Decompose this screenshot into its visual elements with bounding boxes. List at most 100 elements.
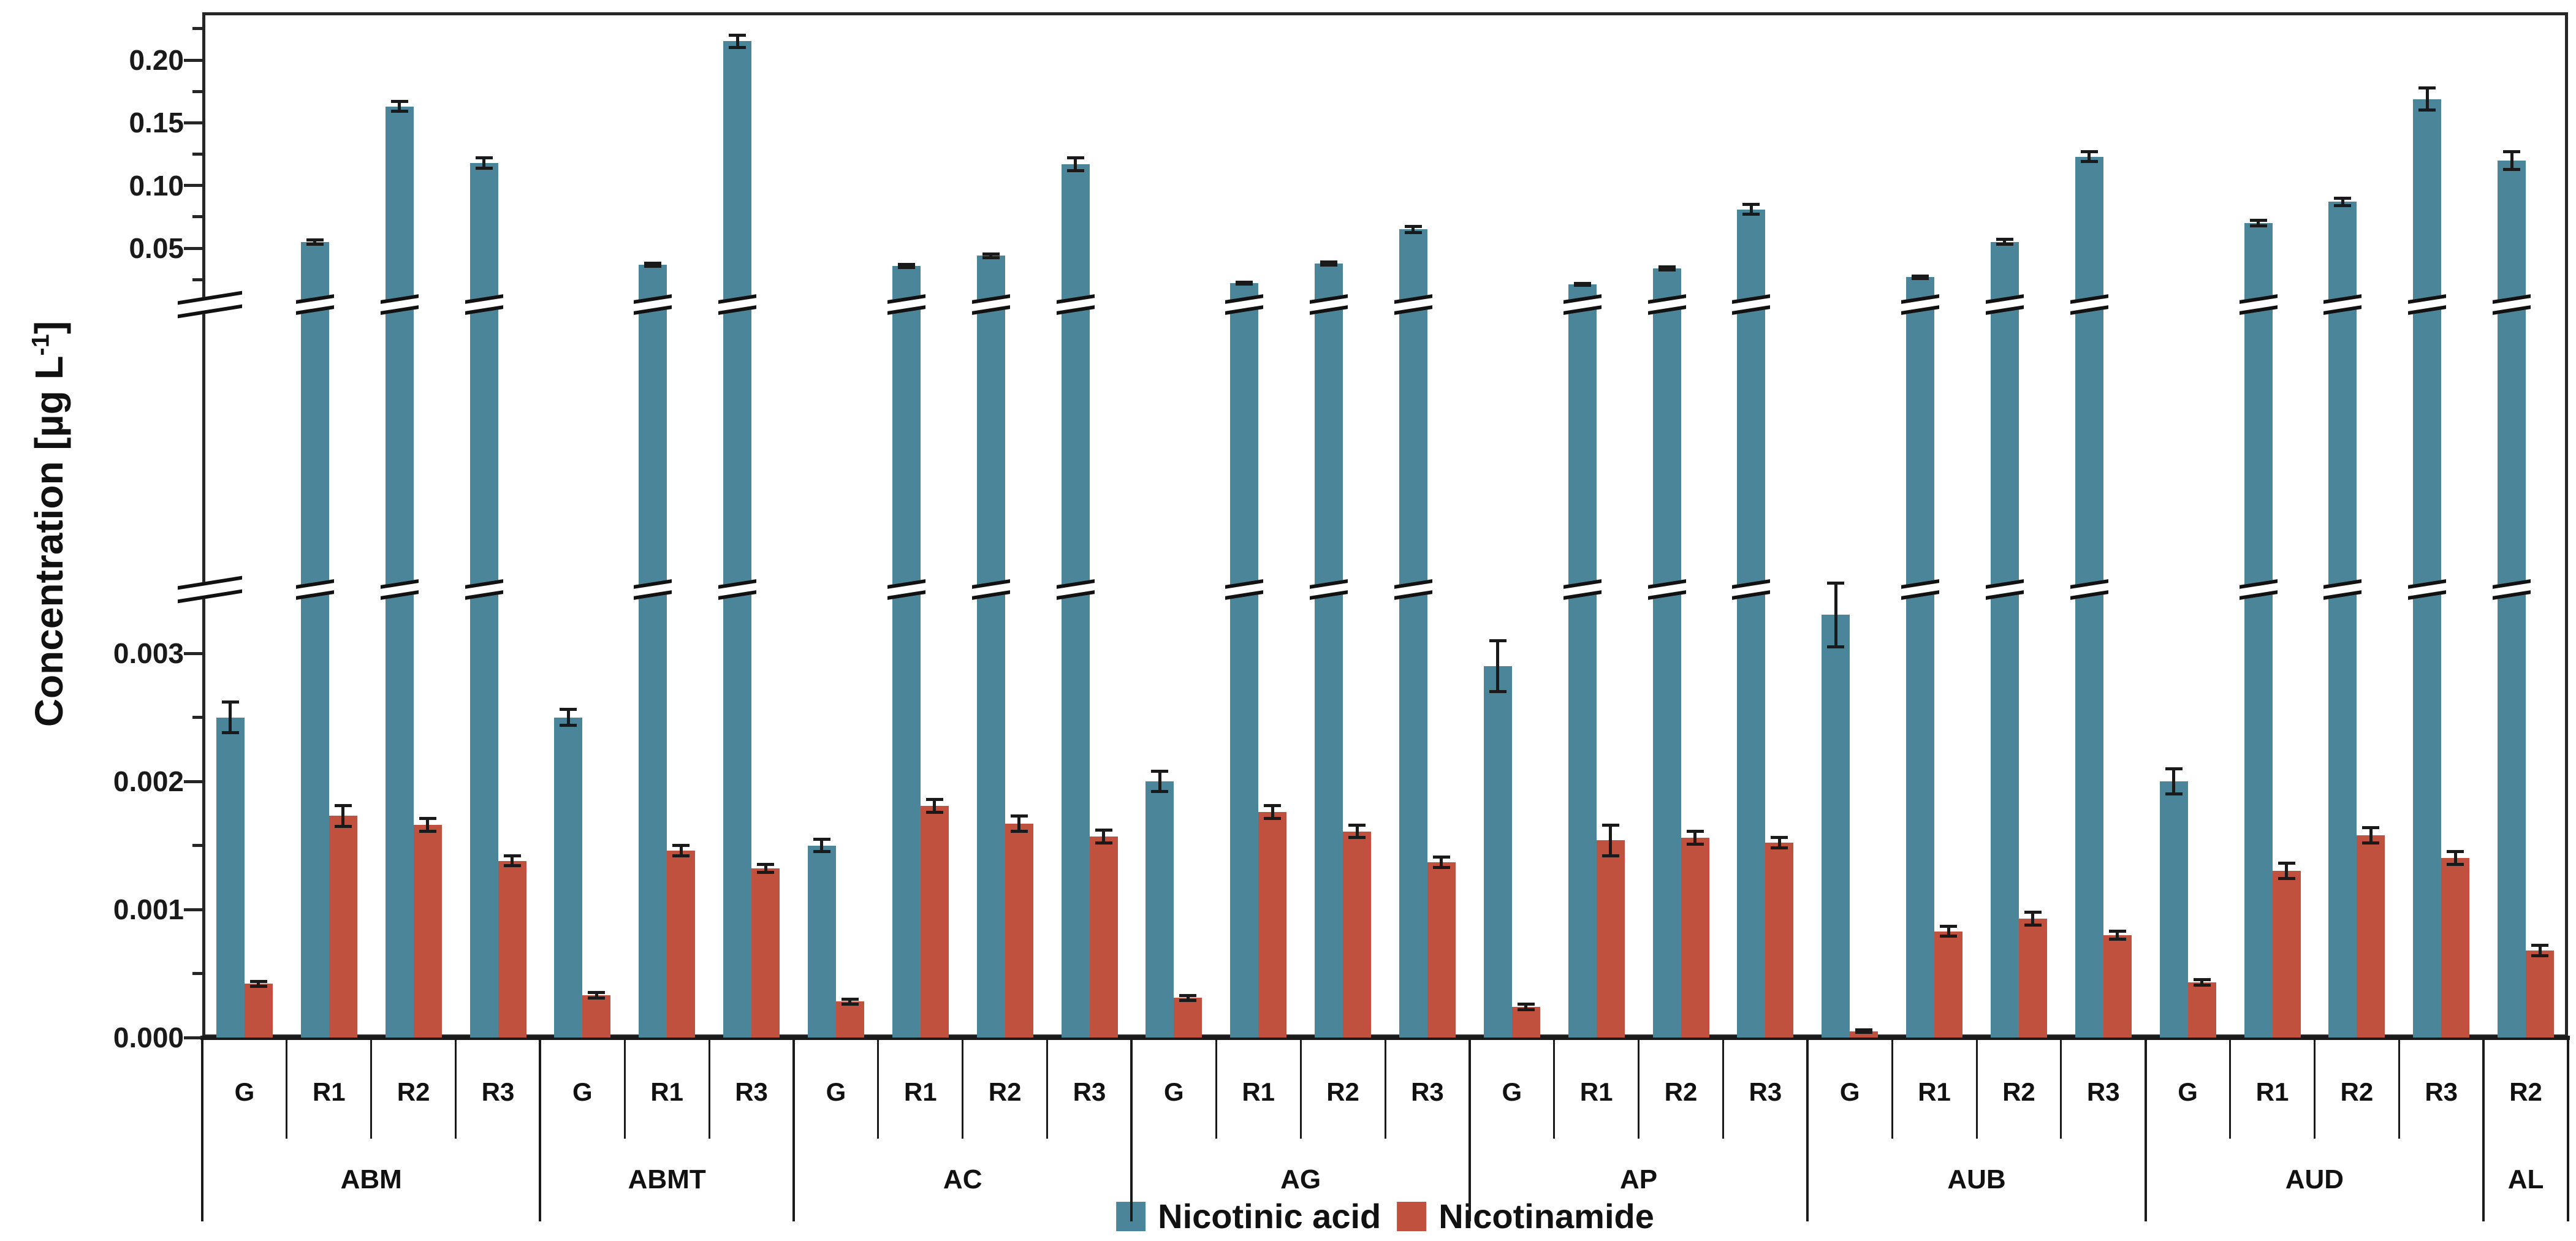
error-bar-nicotinic-acid-cap bbox=[897, 262, 915, 266]
error-bar-nicotinamide-cap bbox=[2108, 930, 2126, 933]
group-label: AC bbox=[943, 1164, 982, 1194]
category-separator bbox=[455, 1038, 457, 1139]
error-bar-nicotinamide bbox=[1271, 805, 1274, 819]
y-axis-tick-label: 0.000 bbox=[113, 1022, 184, 1053]
error-bar-nicotinamide-cap bbox=[841, 997, 859, 1001]
bar-nicotinic-acid bbox=[1906, 277, 1935, 1038]
error-bar-nicotinic-acid bbox=[398, 101, 401, 112]
error-bar-nicotinamide-cap bbox=[1771, 836, 1788, 840]
bar-nicotinic-acid bbox=[2244, 223, 2273, 1038]
y-axis-major-tick bbox=[184, 651, 202, 655]
error-bar-nicotinic-acid-cap bbox=[2503, 167, 2521, 171]
error-bar-nicotinamide bbox=[595, 992, 598, 998]
group-label: AL bbox=[2507, 1164, 2544, 1194]
legend-swatch-nicotinamide-icon bbox=[1397, 1201, 1427, 1231]
error-bar-nicotinic-acid-cap bbox=[729, 46, 747, 50]
group-separator bbox=[1468, 1038, 1471, 1221]
category-label: R3 bbox=[2086, 1077, 2120, 1106]
error-bar-nicotinic-acid bbox=[1834, 583, 1837, 647]
bar-nicotinic-acid bbox=[1146, 781, 1174, 1038]
bar-nicotinamide bbox=[582, 995, 611, 1038]
error-bar-nicotinamide-cap bbox=[1095, 828, 1112, 832]
category-label: G bbox=[572, 1077, 593, 1106]
bar-nicotinamide bbox=[1681, 837, 1709, 1038]
error-bar-nicotinamide-cap bbox=[757, 870, 775, 874]
bar-nicotinic-acid bbox=[2413, 99, 2442, 1038]
error-bar-nicotinamide-cap bbox=[925, 797, 943, 801]
error-bar-nicotinic-acid bbox=[1411, 226, 1415, 233]
bar-nicotinamide bbox=[1850, 1031, 1879, 1038]
error-bar-nicotinic-acid-cap bbox=[221, 731, 239, 735]
bar-nicotinamide bbox=[498, 860, 526, 1038]
bar-nicotinic-acid bbox=[469, 162, 498, 1038]
bar-nicotinic-acid bbox=[1315, 263, 1343, 1038]
y-axis-major-tick bbox=[184, 246, 202, 250]
error-bar-nicotinamide-cap bbox=[757, 863, 775, 867]
bar-nicotinamide bbox=[1596, 840, 1625, 1038]
error-bar-nicotinic-acid-cap bbox=[1404, 230, 1422, 234]
bar-nicotinic-acid bbox=[1230, 283, 1259, 1038]
y-axis-major-tick bbox=[184, 780, 202, 783]
error-bar-nicotinamide bbox=[2453, 851, 2457, 865]
error-bar-nicotinic-acid-cap bbox=[813, 837, 830, 841]
bar-nicotinic-acid bbox=[1990, 241, 2019, 1038]
bar-nicotinamide bbox=[2357, 835, 2385, 1038]
bar-nicotinic-acid bbox=[300, 241, 329, 1038]
error-bar-nicotinamide bbox=[1693, 831, 1696, 844]
error-bar-nicotinic-acid-cap bbox=[1658, 265, 1676, 268]
error-bar-nicotinic-acid-cap bbox=[560, 708, 577, 712]
category-separator bbox=[2398, 1038, 2400, 1139]
group-separator bbox=[539, 1038, 542, 1221]
error-bar-nicotinamide-cap bbox=[1601, 823, 1619, 827]
y-axis-minor-tick bbox=[192, 215, 202, 219]
category-label: R1 bbox=[1242, 1077, 1275, 1106]
error-bar-nicotinamide-cap bbox=[249, 984, 267, 988]
category-label: R1 bbox=[1918, 1077, 1951, 1106]
category-label: R2 bbox=[1664, 1077, 1698, 1106]
error-bar-nicotinic-acid-cap bbox=[644, 261, 662, 265]
category-label: R3 bbox=[1411, 1077, 1444, 1106]
error-bar-nicotinic-acid-cap bbox=[390, 100, 408, 104]
error-bar-nicotinic-acid-cap bbox=[644, 264, 662, 268]
error-bar-nicotinic-acid-cap bbox=[1151, 769, 1169, 773]
bar-nicotinamide bbox=[1934, 931, 1963, 1038]
error-bar-nicotinic-acid-cap bbox=[1996, 243, 2013, 246]
category-separator bbox=[1046, 1038, 1049, 1139]
error-bar-nicotinamide bbox=[1355, 825, 1359, 838]
error-bar-nicotinamide bbox=[848, 999, 852, 1004]
error-bar-nicotinic-acid-cap bbox=[2418, 86, 2436, 89]
error-bar-nicotinamide-cap bbox=[2278, 877, 2295, 881]
bar-nicotinamide bbox=[2272, 871, 2301, 1038]
group-separator bbox=[1806, 1038, 1809, 1221]
error-bar-nicotinamide-cap bbox=[1686, 830, 1704, 833]
y-axis-major-tick bbox=[184, 1036, 202, 1039]
category-separator bbox=[877, 1038, 880, 1139]
category-label: G bbox=[826, 1077, 846, 1106]
error-bar-nicotinic-acid-cap bbox=[2334, 203, 2352, 207]
error-bar-nicotinamide-cap bbox=[1517, 1008, 1535, 1011]
category-separator bbox=[1722, 1038, 1724, 1139]
error-bar-nicotinamide bbox=[1609, 825, 1613, 856]
error-bar-nicotinamide bbox=[2285, 863, 2288, 879]
error-bar-nicotinamide-cap bbox=[503, 864, 521, 868]
error-bar-nicotinic-acid bbox=[2510, 151, 2513, 170]
error-bar-nicotinic-acid bbox=[989, 254, 993, 258]
category-label: G bbox=[2178, 1077, 2198, 1106]
error-bar-nicotinamide-cap bbox=[419, 817, 436, 821]
group-label: ABMT bbox=[628, 1164, 706, 1194]
legend: Nicotinic acid Nicotinamide bbox=[1116, 1196, 1654, 1236]
bar-nicotinic-acid bbox=[554, 717, 583, 1038]
error-bar-nicotinamide-cap bbox=[1348, 823, 1366, 827]
error-bar-nicotinic-acid-cap bbox=[1151, 790, 1169, 794]
category-label: R2 bbox=[397, 1077, 430, 1106]
bar-nicotinamide bbox=[244, 984, 273, 1038]
legend-label-nicotinic-acid: Nicotinic acid bbox=[1158, 1197, 1381, 1235]
error-bar-nicotinamide-cap bbox=[2278, 862, 2295, 865]
bar-nicotinic-acid bbox=[2328, 202, 2357, 1038]
error-bar-nicotinamide-cap bbox=[1010, 814, 1028, 818]
group-label: AG bbox=[1280, 1164, 1321, 1194]
bar-nicotinic-acid bbox=[1399, 229, 1427, 1038]
error-bar-nicotinic-acid bbox=[229, 702, 232, 733]
error-bar-nicotinamide bbox=[511, 856, 514, 866]
error-bar-nicotinamide-cap bbox=[1686, 842, 1704, 846]
